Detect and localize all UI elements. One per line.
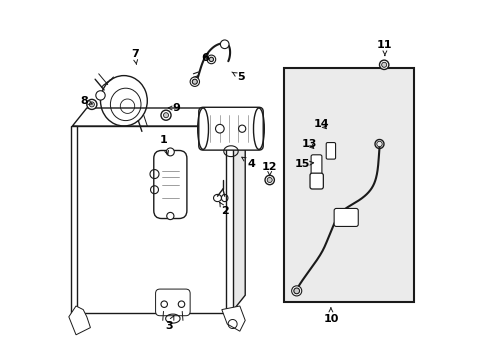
- Circle shape: [192, 79, 197, 84]
- Circle shape: [178, 301, 184, 307]
- Circle shape: [89, 102, 94, 107]
- Circle shape: [87, 99, 97, 109]
- Text: 4: 4: [241, 157, 255, 169]
- Circle shape: [96, 91, 105, 100]
- Polygon shape: [72, 108, 244, 126]
- Text: 6: 6: [201, 53, 208, 63]
- Circle shape: [166, 148, 174, 156]
- Circle shape: [209, 57, 213, 62]
- Text: 15: 15: [294, 159, 313, 169]
- Text: 5: 5: [231, 72, 244, 82]
- Circle shape: [190, 77, 199, 86]
- Circle shape: [291, 286, 301, 296]
- Circle shape: [238, 125, 245, 132]
- Circle shape: [264, 175, 274, 185]
- FancyBboxPatch shape: [333, 208, 358, 226]
- Text: 3: 3: [165, 315, 174, 331]
- Polygon shape: [70, 126, 77, 313]
- Text: 2: 2: [219, 202, 228, 216]
- Circle shape: [381, 62, 386, 67]
- Circle shape: [215, 125, 224, 133]
- Circle shape: [293, 288, 299, 294]
- Text: 9: 9: [168, 103, 180, 113]
- Circle shape: [161, 301, 167, 307]
- Polygon shape: [69, 306, 90, 335]
- Circle shape: [379, 60, 388, 69]
- Text: 10: 10: [323, 308, 338, 324]
- FancyBboxPatch shape: [325, 143, 335, 159]
- Polygon shape: [226, 126, 232, 313]
- Circle shape: [266, 177, 272, 183]
- Bar: [284, 68, 413, 302]
- FancyBboxPatch shape: [155, 289, 190, 316]
- Circle shape: [206, 55, 215, 64]
- Circle shape: [220, 40, 228, 49]
- Circle shape: [163, 113, 168, 118]
- FancyBboxPatch shape: [199, 107, 263, 150]
- FancyBboxPatch shape: [153, 150, 186, 219]
- Text: 11: 11: [376, 40, 392, 55]
- Circle shape: [166, 212, 174, 220]
- FancyBboxPatch shape: [310, 155, 321, 176]
- Text: 14: 14: [313, 119, 329, 129]
- Polygon shape: [230, 108, 244, 313]
- Text: 12: 12: [262, 162, 277, 176]
- Text: 1: 1: [159, 135, 168, 155]
- Polygon shape: [222, 306, 244, 331]
- Text: 7: 7: [131, 49, 138, 64]
- Text: 13: 13: [301, 139, 316, 149]
- Polygon shape: [72, 126, 230, 313]
- Text: 8: 8: [80, 96, 92, 106]
- Circle shape: [161, 110, 171, 120]
- FancyBboxPatch shape: [309, 173, 323, 189]
